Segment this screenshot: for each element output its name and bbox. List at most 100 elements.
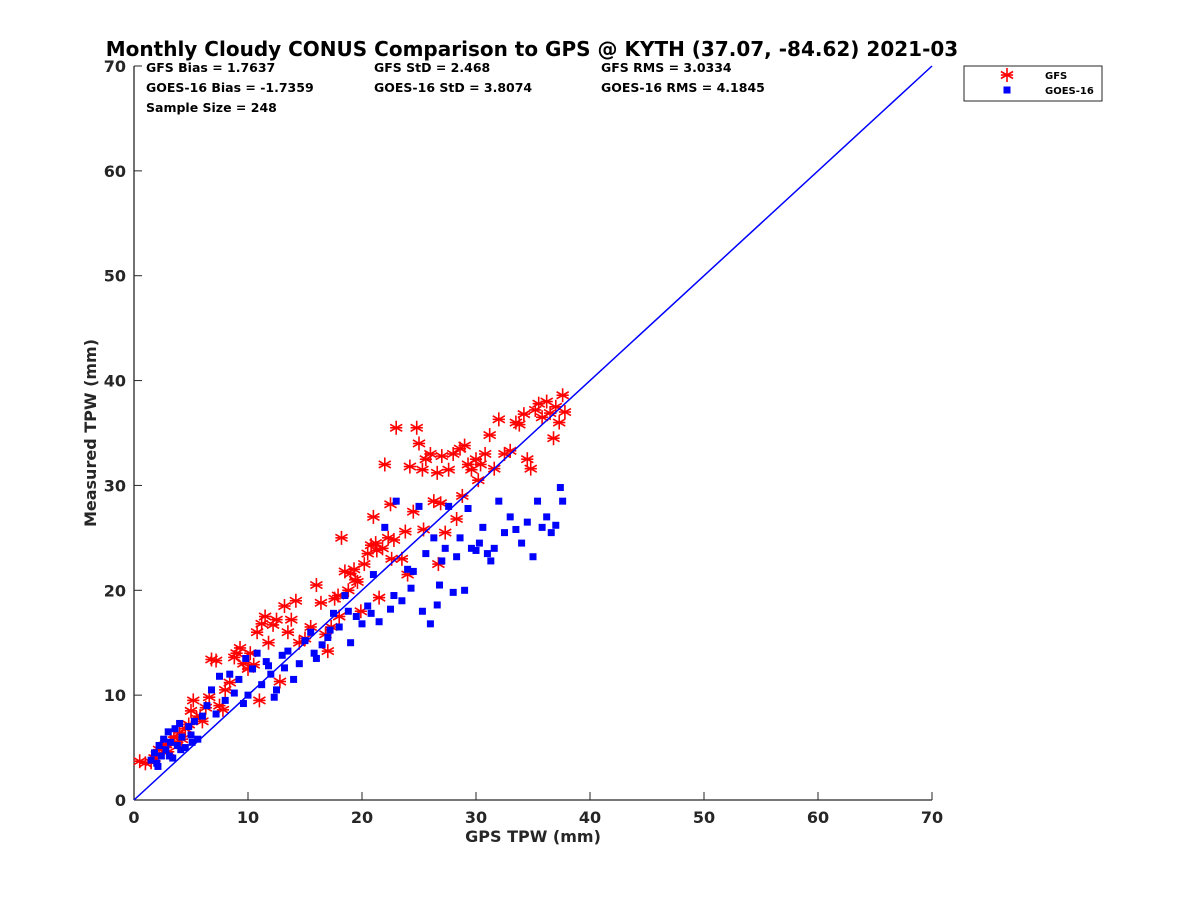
x-tick-label: 70 [921, 808, 943, 827]
gfs-point [517, 407, 531, 422]
gfs-point [450, 511, 464, 526]
one-to-one-reference-line [133, 65, 933, 801]
goes-16-point [265, 662, 273, 670]
gfs-point [289, 593, 303, 608]
goes-16-point [330, 609, 337, 617]
gfs-point [547, 431, 560, 446]
y-axis-ticks: 0 10 20 30 40 50 60 70 [104, 57, 142, 810]
goes-16-point [203, 702, 211, 710]
goes-16-point [547, 529, 555, 537]
goes-16-point [409, 567, 417, 575]
goes-16-point [433, 601, 441, 609]
x-tick-label: 20 [351, 808, 373, 827]
goes-16-point [188, 738, 196, 746]
goes-16-point [235, 675, 243, 683]
y-tick-label: 40 [104, 372, 126, 391]
goes-16-point [278, 651, 286, 659]
gfs-point [314, 595, 328, 610]
goes-16-point [441, 544, 449, 552]
goes-16-point [364, 602, 372, 610]
goes-16-point [173, 741, 181, 749]
goes-16-point [398, 597, 406, 605]
goes-16-point [166, 738, 174, 746]
goes-16-point [253, 649, 261, 657]
goes-16-point [426, 620, 434, 628]
goes-16-point [262, 658, 270, 666]
gfs-point [474, 457, 488, 472]
goes-16-point [506, 513, 514, 521]
goes-16-point [501, 529, 508, 537]
x-axis-ticks: 0 10 20 30 40 50 60 70 [128, 792, 943, 827]
goes-16-point [326, 626, 334, 634]
goes-16-point [538, 523, 546, 531]
gfs-point [348, 572, 362, 587]
goes-16-point [381, 523, 389, 531]
goes-16-point [147, 756, 155, 764]
goes-16-point [352, 613, 360, 620]
series-goes-16 [147, 484, 567, 770]
gfs-point [250, 625, 264, 640]
gfs-point [434, 496, 448, 511]
goes-16-point [404, 565, 412, 573]
x-axis-label: GPS TPW (mm) [465, 827, 601, 846]
gfs-point [273, 674, 287, 689]
goes-16-point [242, 654, 250, 662]
goes-16-point [301, 637, 309, 645]
goes-16-point [461, 586, 469, 594]
goes-16-point [367, 609, 375, 617]
goes-16-point [445, 502, 453, 510]
goes-16-point [559, 497, 567, 505]
goes-16-point [284, 647, 292, 655]
goes-16-point [453, 553, 461, 561]
goes-16-point [157, 752, 165, 760]
goes-16-point [178, 733, 186, 741]
gfs-point [209, 653, 223, 668]
goes-16-point [436, 581, 444, 589]
goes-16-point [310, 649, 318, 657]
goes-16-point [258, 681, 266, 689]
gfs-point [430, 465, 444, 480]
goes-16-point [181, 744, 189, 752]
gfs-point [186, 693, 200, 708]
stat-annotation: GFS StD = 2.468 [374, 60, 490, 75]
goes-16-point [464, 504, 472, 512]
goes-16-point [318, 641, 326, 649]
gfs-point [412, 436, 426, 451]
goes-16-point [221, 696, 229, 704]
gfs-point [524, 461, 538, 476]
gfs-point [252, 693, 266, 708]
goes-16-point [556, 484, 564, 492]
goes-16-point [176, 719, 184, 727]
goes-16-point [273, 686, 280, 694]
gfs-point [442, 462, 456, 477]
goes-16-point [543, 513, 551, 521]
goes-16-point [512, 525, 520, 533]
goes-16-point [456, 534, 464, 542]
goes-16-point [418, 607, 426, 615]
gfs-point [552, 415, 566, 430]
goes-16-point [307, 628, 315, 636]
legend-box [963, 65, 1103, 102]
gfs-point [389, 420, 403, 435]
goes-16-point [467, 544, 475, 552]
goes-16-point [208, 686, 216, 694]
goes-16-point [249, 665, 257, 673]
goes-16-point [171, 725, 179, 733]
gfs-point [270, 612, 283, 627]
goes-16-point [162, 746, 170, 754]
gfs-point [438, 525, 452, 540]
goes-16-point [552, 521, 560, 529]
gfs-point [370, 543, 384, 558]
goes-16-point [415, 502, 423, 510]
goes-16-point [295, 660, 303, 668]
goes-16-point [341, 592, 349, 600]
gfs-point [512, 417, 526, 432]
x-tick-label: 50 [693, 808, 715, 827]
gfs-point [366, 509, 380, 524]
goes-16-point [347, 639, 355, 647]
goes-16-point [239, 700, 247, 708]
goes-16-point [534, 497, 542, 505]
goes-16-point [280, 664, 288, 672]
gfs-point [284, 612, 298, 627]
gfs-point [492, 412, 506, 427]
